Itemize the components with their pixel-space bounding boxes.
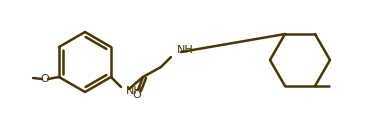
Text: NH: NH — [126, 86, 143, 96]
Text: O: O — [133, 90, 141, 100]
Text: NH: NH — [177, 45, 194, 55]
Text: O: O — [41, 74, 50, 84]
